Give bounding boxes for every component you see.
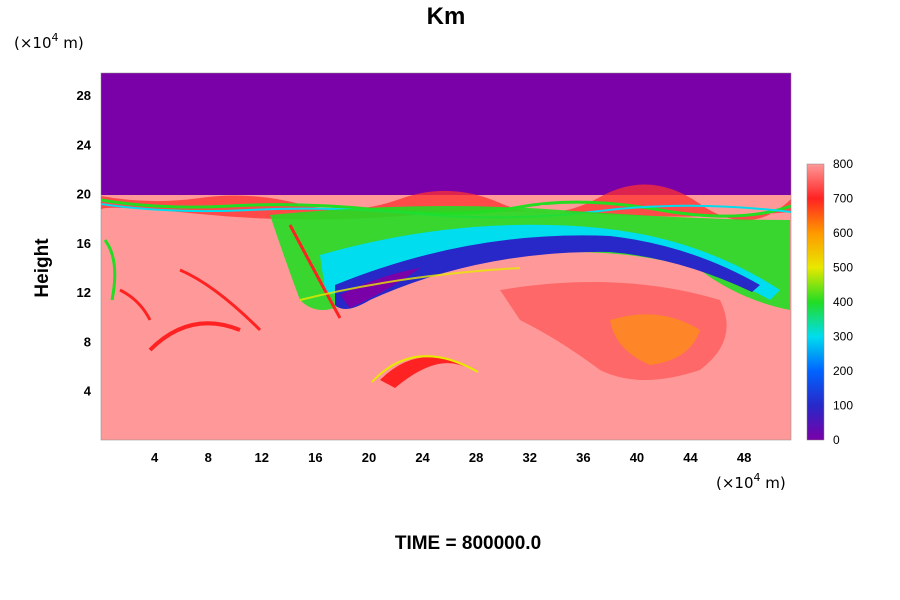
x-tick-label: 36 [576,450,590,465]
shear-layer-cyan [320,224,780,300]
arc-red [380,357,470,388]
colorbar-tick-label: 700 [833,192,853,206]
y-tick-label: 24 [77,137,92,152]
x-tick-label: 4 [151,450,159,465]
y-unit-label: (×104 m) [14,31,84,52]
shear-edge-left [288,224,342,319]
colorbar [806,163,825,441]
y-tick-label: 8 [84,334,91,349]
x-tick-label: 20 [362,450,376,465]
boundary-band [101,184,791,221]
x-unit-label: (×104 m) [716,471,786,492]
x-tick-label: 12 [255,450,269,465]
left-streak-1 [148,321,241,352]
x-tick-label: 16 [308,450,322,465]
x-tick-label: 32 [523,450,537,465]
y-tick-labels: 4 8 12 16 20 24 28 [77,88,92,399]
shear-layer-blue [335,235,760,309]
x-tick-label: 44 [683,450,698,465]
colorbar-tick-label: 0 [833,433,840,447]
lower-patch-orange [610,314,700,365]
shear-edge-yellow [299,267,521,301]
x-tick-label: 8 [205,450,212,465]
arc-yellow [371,355,479,383]
y-axis-label: Height [32,238,53,298]
colorbar-tick-label: 400 [833,295,853,309]
colorbar-tick-label: 200 [833,364,853,378]
colorbar-tick-label: 600 [833,226,853,240]
x-tick-label: 24 [415,450,430,465]
y-tick-label: 16 [77,236,91,251]
left-edge-green [103,239,117,301]
colorbar-tick-labels: 0 100 200 300 400 500 600 700 800 [833,157,853,447]
heatmap-plot [101,73,791,440]
upper-region [101,73,791,195]
left-streak-2 [179,268,262,332]
shear-layer-green [270,206,790,310]
colorbar-tick-label: 100 [833,399,853,413]
colorbar-tick-label: 500 [833,261,853,275]
y-tick-label: 20 [77,187,91,202]
chart-title: Km [427,3,466,30]
time-footer: TIME = 800000.0 [395,533,541,554]
x-tick-label: 48 [737,450,751,465]
y-tick-label: 4 [84,384,92,399]
y-tick-label: 28 [77,88,91,103]
colorbar-tick-label: 300 [833,330,853,344]
x-tick-label: 28 [469,450,483,465]
colorbar-tick-label: 800 [833,157,853,171]
x-tick-labels: 4 8 12 16 20 24 28 32 36 40 44 48 [151,450,751,465]
y-tick-label: 12 [77,285,91,300]
plot-frame [100,72,792,441]
left-streak-3 [119,288,152,321]
shear-layer-core [340,268,420,308]
x-tick-label: 40 [630,450,644,465]
